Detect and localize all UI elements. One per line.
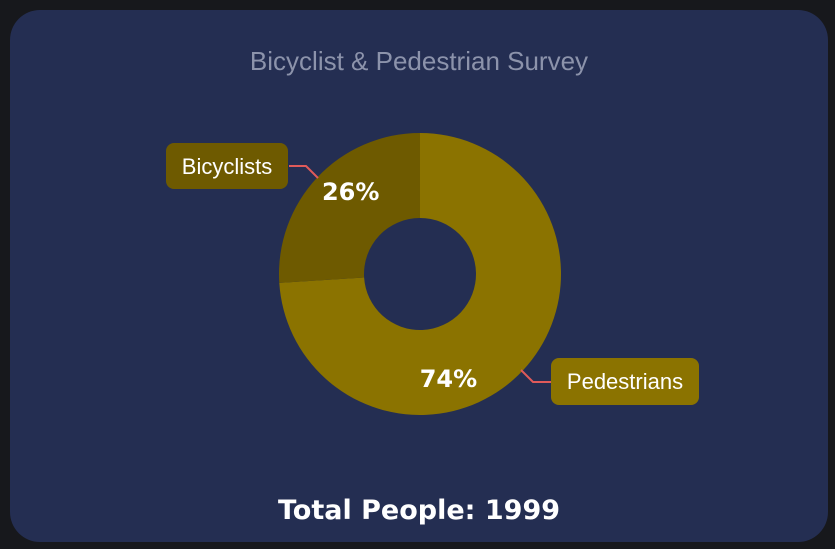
callout-pedestrians [551,358,699,405]
chart-title: Bicyclist & Pedestrian Survey [249,46,589,76]
slice-bicyclists [279,133,420,283]
callout-bicyclists [166,143,288,189]
chart-card: Bicyclist & Pedestrian Survey Total Peop… [10,10,828,542]
connector-pedestrians [520,369,552,383]
connector-bicyclists [289,165,319,179]
slice-pedestrians [279,133,561,415]
callout-label-pedestrians: Pedestrians [567,369,683,394]
percent-label-bicyclists: 26% [322,178,379,206]
percent-label-pedestrians: 74% [420,365,477,393]
callout-label-bicyclists: Bicyclists [182,154,272,179]
total-people-label: Total People: 1999 [277,495,561,526]
